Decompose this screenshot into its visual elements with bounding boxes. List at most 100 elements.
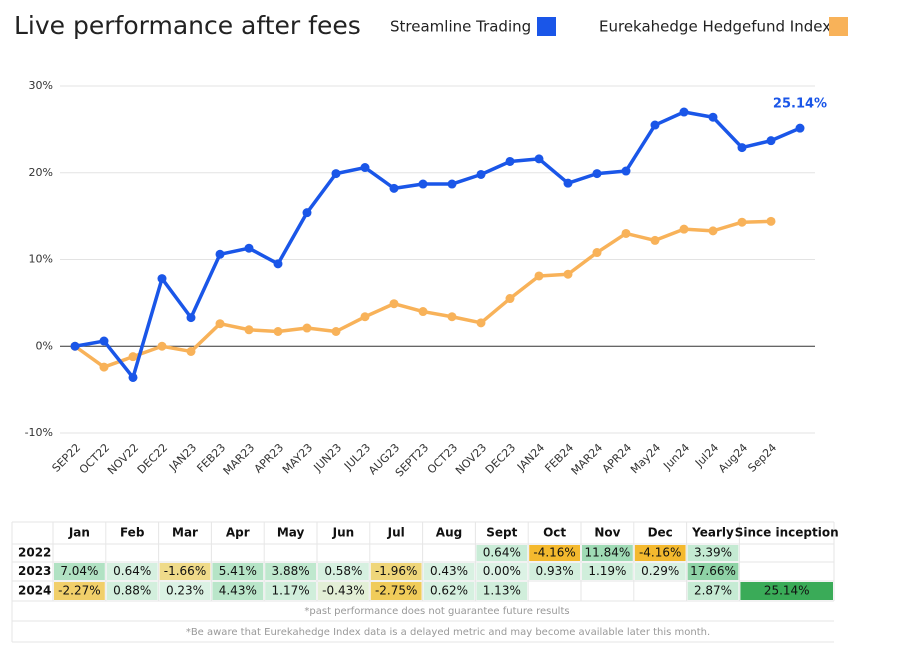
- data-label: 25.14%: [773, 97, 827, 112]
- cell-bg: [423, 582, 475, 600]
- cell-bg: [370, 563, 422, 580]
- data-point: [563, 178, 573, 188]
- data-point: [157, 274, 167, 284]
- data-point: [360, 163, 370, 173]
- data-point: [534, 154, 544, 164]
- data-point: [737, 143, 747, 153]
- cell-value: 0.64%: [483, 546, 521, 560]
- cell-bg: [265, 563, 316, 580]
- data-point: [302, 323, 312, 333]
- column-header: Oct: [543, 526, 566, 540]
- row-label: 2023: [18, 564, 51, 578]
- data-point: [273, 327, 283, 337]
- data-point: [331, 327, 341, 337]
- data-point: [621, 228, 631, 238]
- data-point: [505, 294, 515, 304]
- cell-value: 0.93%: [536, 564, 574, 578]
- cell-value: 2.87%: [694, 584, 732, 598]
- data-point: [360, 312, 370, 322]
- column-header: Nov: [594, 526, 620, 540]
- data-point: [592, 169, 602, 179]
- cell-bg: [212, 582, 264, 600]
- cell-value: 1.17%: [272, 584, 310, 598]
- cell-bg: [582, 545, 633, 561]
- cell-value: 4.43%: [219, 584, 257, 598]
- cell-value: 0.29%: [641, 564, 679, 578]
- data-point: [128, 352, 138, 362]
- cell-bg: [318, 582, 369, 600]
- cell-bg: [582, 563, 633, 580]
- cell-value: -1.66%: [164, 564, 206, 578]
- cell-value: -2.27%: [58, 584, 100, 598]
- x-tick-label: APR24: [600, 441, 635, 476]
- column-header: Jan: [68, 526, 90, 540]
- cell-bg: [106, 582, 158, 600]
- data-point: [418, 179, 428, 189]
- cell-value: 0.23%: [166, 584, 204, 598]
- data-point: [447, 312, 457, 322]
- cell-value: -4.16%: [639, 546, 681, 560]
- footnote: *past performance does not guarantee fut…: [304, 606, 569, 617]
- footnote: *Be aware that Eurekahedge Index data is…: [186, 627, 710, 638]
- cell-bg: [476, 563, 528, 580]
- cell-bg: [54, 582, 105, 600]
- column-header: Apr: [226, 526, 250, 540]
- data-point: [418, 307, 428, 317]
- cell-value: 1.13%: [483, 584, 521, 598]
- cell-bg: [687, 563, 739, 580]
- x-tick-label: MAR24: [569, 441, 606, 478]
- column-header: Aug: [436, 526, 462, 540]
- cell-bg: [212, 563, 264, 580]
- data-point: [505, 156, 515, 166]
- data-point: [766, 136, 776, 146]
- cell-bg: [529, 563, 580, 580]
- data-point: [186, 313, 196, 323]
- cell-bg: [740, 582, 833, 600]
- legend-swatch: [537, 17, 556, 36]
- y-tick-label: 20%: [29, 166, 53, 179]
- data-point: [708, 226, 718, 236]
- cell-value: 7.04%: [60, 564, 98, 578]
- cell-value: 25.14%: [764, 584, 810, 598]
- cell-value: -2.75%: [375, 584, 417, 598]
- x-tick-label: JAN23: [166, 441, 199, 474]
- cell-value: 5.41%: [219, 564, 257, 578]
- column-header: Dec: [648, 526, 673, 540]
- data-point: [389, 299, 399, 309]
- cell-bg: [687, 545, 739, 561]
- x-tick-label: Aug24: [716, 441, 750, 475]
- cell-value: 0.62%: [430, 584, 468, 598]
- series-line: [74, 110, 801, 380]
- column-header: Jul: [387, 526, 405, 540]
- data-point: [476, 169, 486, 179]
- y-tick-label: 30%: [29, 79, 53, 92]
- legend-label: Streamline Trading: [390, 18, 531, 36]
- data-point: [708, 112, 718, 122]
- data-point: [273, 259, 283, 269]
- data-point: [244, 243, 254, 253]
- data-point: [650, 235, 660, 245]
- chart-title: Live performance after fees: [14, 11, 361, 40]
- cell-value: 0.64%: [113, 564, 151, 578]
- data-point: [650, 120, 660, 130]
- data-point: [766, 216, 776, 226]
- cell-bg: [634, 563, 686, 580]
- data-point: [215, 249, 225, 259]
- cell-value: 0.58%: [324, 564, 362, 578]
- cell-bg: [687, 582, 739, 600]
- data-point: [592, 248, 602, 258]
- x-tick-label: JAN24: [514, 441, 547, 474]
- data-point: [679, 224, 689, 234]
- cell-value: 0.43%: [430, 564, 468, 578]
- cell-bg: [106, 563, 158, 580]
- data-point: [795, 123, 805, 133]
- row-label: 2022: [18, 546, 51, 560]
- x-tick-label: JUN23: [311, 441, 345, 475]
- data-point: [99, 336, 109, 346]
- cell-bg: [265, 582, 316, 600]
- cell-bg: [159, 563, 211, 580]
- x-tick-label: APR23: [252, 441, 287, 476]
- data-point: [244, 325, 254, 335]
- cell-bg: [476, 582, 528, 600]
